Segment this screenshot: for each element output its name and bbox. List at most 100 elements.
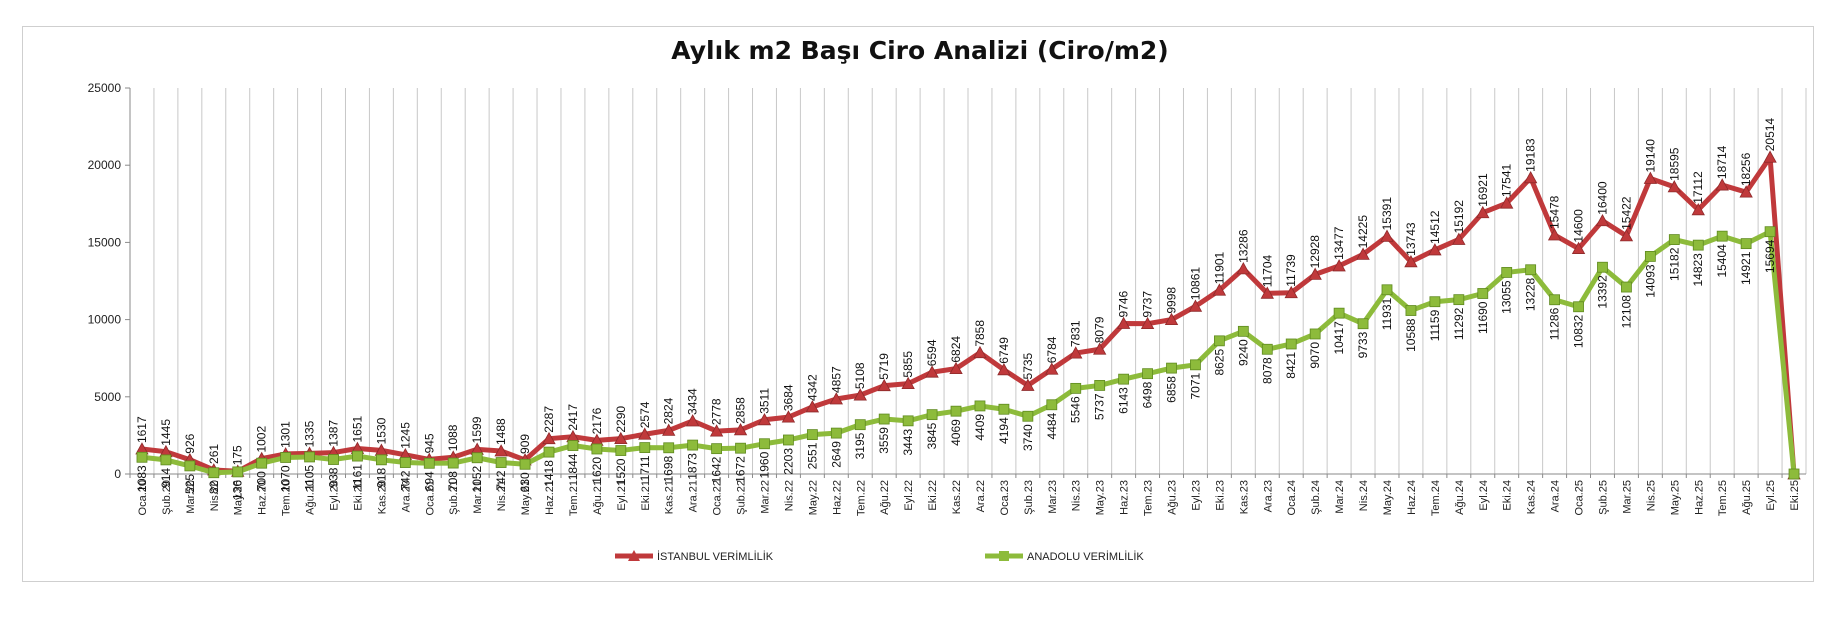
data-label: 6749 bbox=[997, 337, 1011, 364]
data-label: 13392 bbox=[1595, 275, 1609, 309]
data-point bbox=[878, 413, 890, 425]
data-label: 918 bbox=[374, 468, 388, 488]
data-label: 1599 bbox=[470, 416, 484, 443]
data-point bbox=[1046, 399, 1058, 411]
data-point bbox=[495, 457, 507, 468]
data-point bbox=[1045, 362, 1059, 375]
data-label: 19183 bbox=[1524, 138, 1538, 172]
data-point bbox=[974, 400, 986, 412]
x-tick-label: Eki.23 bbox=[1214, 480, 1226, 511]
chart-title: Aylık m2 Başı Ciro Analizi (Ciro/m2) bbox=[671, 36, 1169, 65]
data-label: 10417 bbox=[1332, 321, 1346, 355]
data-point bbox=[1381, 284, 1393, 296]
data-point bbox=[687, 439, 699, 451]
legend-marker bbox=[999, 551, 1009, 561]
data-point bbox=[1501, 267, 1513, 278]
data-point bbox=[1212, 283, 1227, 296]
data-point bbox=[854, 419, 866, 431]
data-label: 11931 bbox=[1380, 297, 1394, 330]
data-label: 8421 bbox=[1284, 352, 1298, 379]
x-tick-label: Tem.24 bbox=[1430, 480, 1442, 516]
data-point bbox=[950, 405, 962, 417]
data-label: 12928 bbox=[1308, 235, 1322, 269]
data-point bbox=[328, 454, 339, 465]
x-tick-label: Şub.25 bbox=[1597, 480, 1609, 515]
data-point bbox=[399, 457, 411, 468]
x-tick-label: Ağu.23 bbox=[1167, 480, 1179, 515]
y-tick-label: 5000 bbox=[94, 390, 121, 404]
data-label: 3684 bbox=[781, 384, 795, 411]
data-point bbox=[997, 362, 1011, 376]
data-label: 2287 bbox=[542, 406, 556, 433]
data-point bbox=[614, 431, 628, 445]
data-point bbox=[494, 444, 508, 457]
x-tick-label: Kas.23 bbox=[1238, 480, 1250, 514]
data-label: 19140 bbox=[1643, 139, 1657, 173]
data-label: 82 bbox=[207, 480, 221, 494]
x-tick-label: Tem.25 bbox=[1717, 480, 1729, 516]
data-label: 13477 bbox=[1332, 226, 1346, 260]
data-label: 11292 bbox=[1452, 307, 1466, 340]
data-point bbox=[352, 450, 363, 462]
data-point bbox=[1022, 410, 1034, 422]
data-label: 9737 bbox=[1141, 291, 1155, 318]
data-point bbox=[806, 429, 818, 441]
x-tick-label: Oca.20 bbox=[137, 480, 149, 515]
data-point bbox=[973, 345, 987, 359]
x-tick-label: Ara.23 bbox=[1262, 480, 1274, 512]
data-point bbox=[783, 434, 794, 446]
data-point bbox=[1763, 150, 1777, 163]
x-tick-label: Şub.23 bbox=[1023, 480, 1035, 515]
x-tick-label: Kas.22 bbox=[951, 480, 963, 514]
y-tick-label: 10000 bbox=[88, 313, 122, 327]
x-tick-label: Eki.20 bbox=[352, 480, 364, 511]
y-tick-label: 15000 bbox=[88, 235, 122, 249]
chart-frame bbox=[22, 26, 1814, 582]
data-label: 1844 bbox=[566, 453, 580, 480]
legend-marker bbox=[628, 550, 640, 561]
x-tick-label: Oca.25 bbox=[1574, 480, 1586, 515]
data-label: 13228 bbox=[1524, 277, 1538, 311]
data-point bbox=[1500, 196, 1514, 209]
data-label: 1672 bbox=[734, 456, 748, 483]
data-point bbox=[375, 454, 387, 466]
data-label: 909 bbox=[518, 434, 532, 454]
data-label: 18714 bbox=[1715, 145, 1729, 179]
data-label: 4409 bbox=[973, 414, 987, 441]
data-point bbox=[1332, 259, 1346, 272]
data-label: 261 bbox=[207, 444, 221, 464]
data-label: 13286 bbox=[1236, 229, 1250, 263]
data-label: 5737 bbox=[1093, 393, 1107, 420]
data-label: 7858 bbox=[973, 320, 987, 347]
x-tick-label: Mar.20 bbox=[185, 480, 197, 514]
data-point bbox=[1691, 202, 1705, 216]
data-label: 10861 bbox=[1188, 267, 1202, 301]
data-point bbox=[184, 460, 196, 472]
x-tick-label: May.22 bbox=[807, 480, 819, 515]
x-tick-label: May.24 bbox=[1382, 480, 1394, 515]
x-tick-label: Oca.21 bbox=[424, 480, 436, 515]
x-tick-label: Oca.24 bbox=[1286, 480, 1298, 515]
data-point bbox=[1452, 232, 1466, 245]
x-tick-label: Haz.23 bbox=[1119, 480, 1131, 515]
data-point bbox=[711, 443, 722, 455]
x-tick-label: Ağu.20 bbox=[305, 480, 317, 515]
data-point bbox=[735, 442, 746, 454]
x-tick-label: Şub.20 bbox=[161, 480, 173, 515]
data-label: 14512 bbox=[1428, 210, 1442, 244]
series-line bbox=[141, 154, 1797, 475]
data-point bbox=[1333, 307, 1345, 319]
data-label: 4194 bbox=[997, 417, 1011, 444]
data-point bbox=[1405, 305, 1417, 316]
data-point bbox=[1595, 213, 1610, 227]
data-label: 15192 bbox=[1452, 200, 1466, 234]
data-label: 10588 bbox=[1404, 318, 1418, 352]
data-label: 1301 bbox=[279, 421, 293, 448]
data-label: 1960 bbox=[757, 451, 771, 478]
data-label: 700 bbox=[255, 471, 269, 491]
data-label: 4342 bbox=[805, 374, 819, 401]
x-tick-label: Eyl.20 bbox=[329, 480, 341, 511]
data-point bbox=[1597, 261, 1608, 273]
data-point bbox=[901, 376, 915, 389]
